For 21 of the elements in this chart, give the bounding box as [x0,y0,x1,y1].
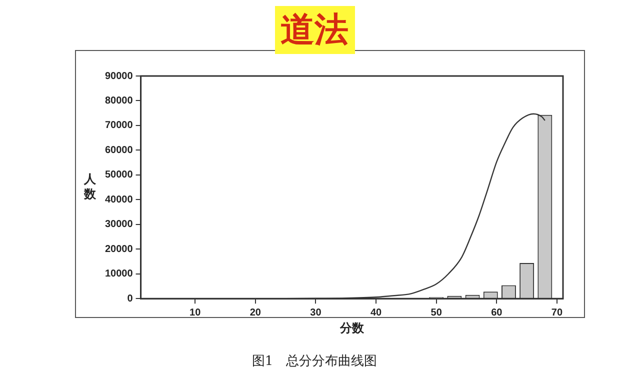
x-tick-label: 20 [250,307,262,318]
x-tick-label: 30 [310,307,322,318]
caption: 图1 总分分布曲线图 [250,353,378,370]
y-tick-label: 50000 [104,170,134,181]
y-tick-label: 40000 [104,194,134,206]
y-tick-label: 10000 [104,268,134,280]
y-tick-label: 30000 [104,219,134,230]
x-tick-label: 40 [370,307,382,318]
y-tick-label: 90000 [104,70,134,82]
y-tick-label: 70000 [104,120,134,132]
y-tick-label: 60000 [104,144,134,156]
y-tick-label: 0 [127,293,134,304]
x-tick-label: 70 [551,307,563,318]
y-tick-label: 20000 [104,244,134,255]
x-tick-label: 50 [430,307,442,318]
y-axis-title: 人数 [83,172,97,201]
chart-title: 道法 [274,6,354,54]
y-tick-label: 80000 [104,95,134,106]
x-tick-label: 10 [190,307,202,318]
x-axis-title: 分数 [338,321,365,336]
x-tick-label: 60 [491,307,503,318]
